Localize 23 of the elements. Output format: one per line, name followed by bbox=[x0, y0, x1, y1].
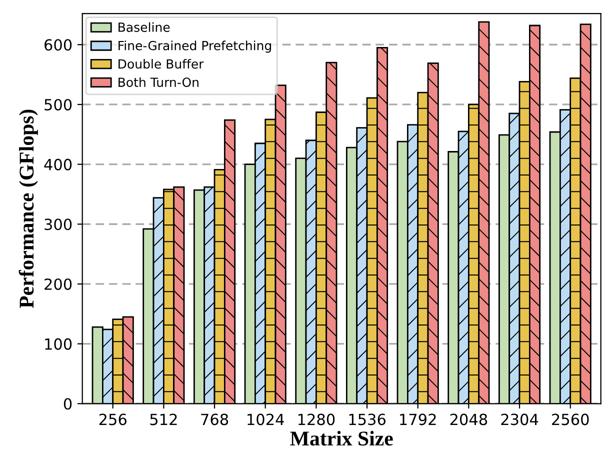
legend-label: Double Buffer bbox=[118, 58, 204, 69]
x-tick-label: 512 bbox=[150, 414, 177, 426]
y-tick-label: 0 bbox=[64, 398, 72, 410]
y-axis-title: Performance (GFlops) bbox=[18, 110, 38, 308]
x-tick-label: 1024 bbox=[248, 414, 284, 426]
legend-label: Both Turn-On bbox=[118, 77, 198, 87]
x-tick-label: 2048 bbox=[450, 414, 488, 426]
y-tick-label: 500 bbox=[44, 98, 72, 110]
legend-label: Fine-Grained Prefetching bbox=[118, 40, 272, 53]
y-tick-label: 400 bbox=[44, 158, 72, 170]
x-tick-label: 768 bbox=[201, 414, 228, 426]
legend-label: Baseline bbox=[118, 22, 170, 32]
x-tick-label: 2304 bbox=[501, 414, 538, 426]
x-tick-label: 1536 bbox=[349, 414, 386, 426]
y-tick-label: 100 bbox=[45, 338, 72, 350]
x-tick-label: 1792 bbox=[400, 414, 436, 426]
x-tick-label: 2560 bbox=[552, 414, 589, 426]
y-tick-label: 200 bbox=[44, 278, 72, 290]
x-tick-label: 1280 bbox=[298, 414, 335, 426]
x-axis-title: Matrix Size bbox=[290, 430, 393, 446]
x-tick-label: 256 bbox=[99, 414, 126, 426]
y-tick-label: 600 bbox=[44, 39, 72, 51]
y-tick-label: 300 bbox=[44, 218, 72, 230]
